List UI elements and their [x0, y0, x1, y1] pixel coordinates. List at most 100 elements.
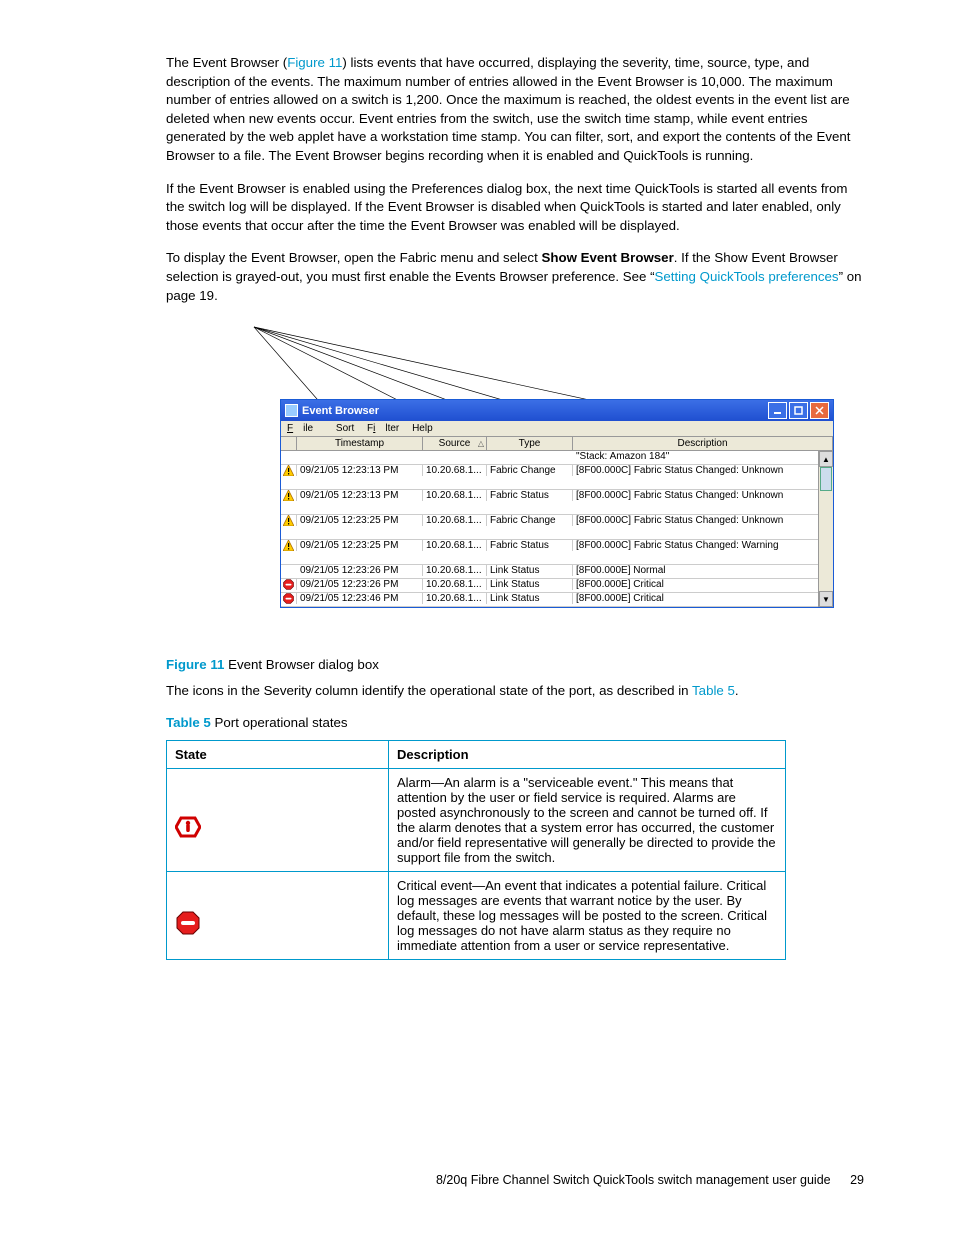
cell-type: Link Status	[487, 593, 573, 604]
table-row[interactable]: "Stack: Amazon 184"	[281, 451, 833, 465]
warning-icon	[283, 465, 294, 476]
scroll-up-button[interactable]: ▲	[819, 451, 833, 467]
menu-filter[interactable]: Filter	[367, 423, 399, 434]
figure-label: Figure 11	[166, 657, 224, 672]
cell-timestamp: 09/21/05 12:23:13 PM	[297, 465, 423, 476]
maximize-button[interactable]	[789, 402, 808, 419]
window-title: Event Browser	[302, 405, 379, 417]
page-number: 29	[850, 1173, 864, 1187]
cell-timestamp: 09/21/05 12:23:25 PM	[297, 515, 423, 526]
col-description[interactable]: Description	[573, 437, 833, 450]
titlebar[interactable]: Event Browser	[281, 400, 833, 421]
table-row: Critical event—An event that indicates a…	[167, 871, 786, 959]
state-critical-icon-cell	[167, 871, 389, 959]
cell-type: Fabric Status	[487, 540, 573, 551]
alarm-icon	[175, 814, 201, 840]
cell-description: [8F00.000C] Fabric Status Changed: Unkno…	[573, 515, 833, 527]
paragraph-1: The Event Browser (Figure 11) lists even…	[166, 54, 864, 166]
figure-caption: Figure 11 Event Browser dialog box	[166, 657, 864, 672]
col-timestamp[interactable]: Timestamp	[297, 437, 423, 450]
scrollbar[interactable]: ▲ ▼	[818, 451, 833, 607]
cell-source: 10.20.68.1...	[423, 465, 487, 476]
table-row[interactable]: 09/21/05 12:23:25 PM10.20.68.1...Fabric …	[281, 540, 833, 565]
cell-source: 10.20.68.1...	[423, 515, 487, 526]
cell-timestamp: 09/21/05 12:23:46 PM	[297, 593, 423, 604]
link-figure-11[interactable]: Figure 11	[287, 55, 342, 70]
link-setting-quicktools[interactable]: Setting QuickTools preferences	[655, 269, 839, 284]
table-row[interactable]: 09/21/05 12:23:46 PM10.20.68.1...Link St…	[281, 593, 833, 607]
table-row[interactable]: 09/21/05 12:23:13 PM10.20.68.1...Fabric …	[281, 490, 833, 515]
desc-critical: Critical event—An event that indicates a…	[389, 871, 786, 959]
cell-source: 10.20.68.1...	[423, 579, 487, 590]
table-text: Port operational states	[211, 715, 348, 730]
cell-timestamp: 09/21/05 12:23:25 PM	[297, 540, 423, 551]
table-5: State Description Alarm—An alarm is a "s…	[166, 740, 786, 960]
table-caption: Table 5 Port operational states	[166, 715, 864, 730]
cell-type: Link Status	[487, 565, 573, 576]
col-type[interactable]: Type	[487, 437, 573, 450]
warning-icon	[283, 515, 294, 526]
minimize-button[interactable]	[768, 402, 787, 419]
table-row[interactable]: 09/21/05 12:23:25 PM10.20.68.1...Fabric …	[281, 515, 833, 540]
footer-text: 8/20q Fibre Channel Switch QuickTools sw…	[436, 1173, 831, 1187]
text: The icons in the Severity column identif…	[166, 683, 692, 698]
figure-text: Event Browser dialog box	[224, 657, 378, 672]
text: To display the Event Browser, open the F…	[166, 250, 541, 265]
figure-11: Event Browser File Sort Filter Help Time…	[166, 325, 864, 647]
scroll-down-button[interactable]: ▼	[819, 591, 833, 607]
critical-icon	[175, 910, 201, 936]
table-label: Table 5	[166, 715, 211, 730]
cell-type: Link Status	[487, 579, 573, 590]
text: .	[735, 683, 739, 698]
cell-type: Fabric Change	[487, 515, 573, 526]
critical-icon	[283, 579, 294, 590]
table-row: Alarm—An alarm is a "serviceable event."…	[167, 768, 786, 871]
table-body: "Stack: Amazon 184"09/21/05 12:23:13 PM1…	[281, 451, 833, 607]
paragraph-4: The icons in the Severity column identif…	[166, 682, 864, 701]
cell-source: 10.20.68.1...	[423, 565, 487, 576]
page-footer: 8/20q Fibre Channel Switch QuickTools sw…	[166, 1173, 864, 1187]
table-row[interactable]: 09/21/05 12:23:26 PM10.20.68.1...Link St…	[281, 565, 833, 579]
cell-source: 10.20.68.1...	[423, 540, 487, 551]
desc-alarm: Alarm—An alarm is a "serviceable event."…	[389, 768, 786, 871]
cell-timestamp: 09/21/05 12:23:26 PM	[297, 565, 423, 576]
cell-description: [8F00.000E] Critical	[573, 593, 833, 605]
cell-description: "Stack: Amazon 184"	[573, 451, 833, 463]
cell-type: Fabric Status	[487, 490, 573, 501]
warning-icon	[283, 490, 294, 501]
th-description: Description	[389, 740, 786, 768]
cell-type: Fabric Change	[487, 465, 573, 476]
app-icon	[285, 404, 298, 417]
table-header: Timestamp Source△ Type Description	[281, 436, 833, 451]
menubar: File Sort Filter Help	[281, 421, 833, 436]
state-alarm-icon-cell	[167, 768, 389, 871]
cell-description: [8F00.000E] Critical	[573, 579, 833, 591]
cell-timestamp: 09/21/05 12:23:13 PM	[297, 490, 423, 501]
table-row[interactable]: 09/21/05 12:23:13 PM10.20.68.1...Fabric …	[281, 465, 833, 490]
event-browser-window: Event Browser File Sort Filter Help Time…	[280, 399, 834, 608]
paragraph-2: If the Event Browser is enabled using th…	[166, 180, 864, 236]
cell-source: 10.20.68.1...	[423, 490, 487, 501]
bold-show-event-browser: Show Event Browser	[541, 250, 673, 265]
link-table-5[interactable]: Table 5	[692, 683, 735, 698]
col-source[interactable]: Source△	[423, 437, 487, 450]
table-row[interactable]: 09/21/05 12:23:26 PM10.20.68.1...Link St…	[281, 579, 833, 593]
cell-description: [8F00.000C] Fabric Status Changed: Warni…	[573, 540, 833, 552]
menu-sort[interactable]: Sort	[336, 423, 354, 434]
col-severity[interactable]	[281, 437, 297, 450]
cell-timestamp: 09/21/05 12:23:26 PM	[297, 579, 423, 590]
scroll-thumb[interactable]	[820, 467, 832, 491]
cell-description: [8F00.000C] Fabric Status Changed: Unkno…	[573, 490, 833, 502]
sort-indicator-icon: △	[478, 439, 484, 448]
text: ) lists events that have occurred, displ…	[166, 55, 850, 163]
text: The Event Browser (	[166, 55, 287, 70]
menu-file[interactable]: File	[287, 423, 323, 434]
th-state: State	[167, 740, 389, 768]
warning-icon	[283, 540, 294, 551]
cell-description: [8F00.000C] Fabric Status Changed: Unkno…	[573, 465, 833, 477]
paragraph-3: To display the Event Browser, open the F…	[166, 249, 864, 305]
cell-source: 10.20.68.1...	[423, 593, 487, 604]
menu-help[interactable]: Help	[412, 423, 433, 434]
cell-description: [8F00.000E] Normal	[573, 565, 833, 577]
close-button[interactable]	[810, 402, 829, 419]
